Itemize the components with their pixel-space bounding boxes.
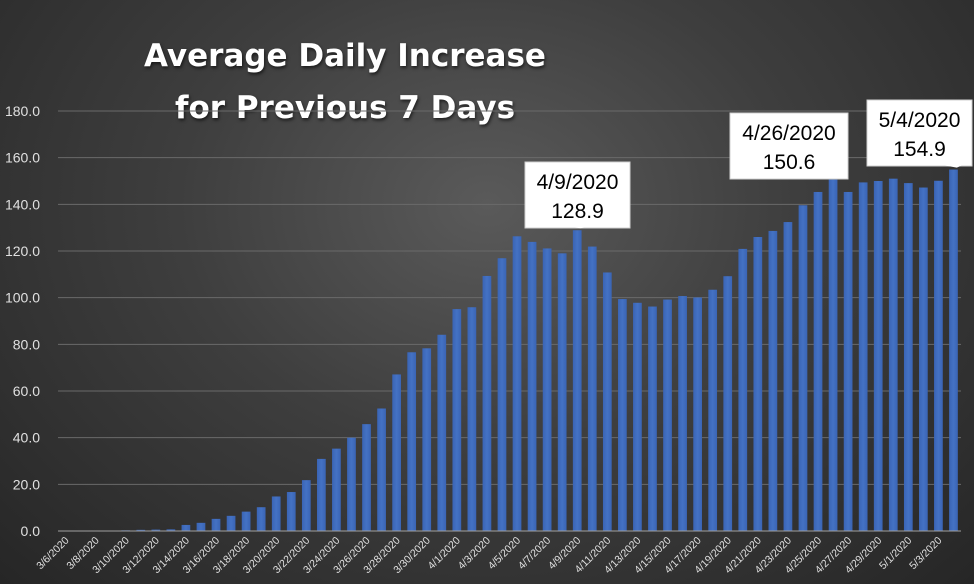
- bar: [301, 480, 311, 531]
- bar: [467, 307, 477, 531]
- callout-pointer: [942, 165, 963, 168]
- bar: [271, 496, 281, 531]
- y-tick-label: 180.0: [5, 103, 40, 119]
- bar: [873, 181, 883, 531]
- bar: [602, 272, 612, 531]
- bar: [497, 258, 507, 531]
- bar: [422, 348, 432, 531]
- chart-title: Average Daily Increase for Previous 7 Da…: [110, 30, 580, 134]
- y-tick-label: 160.0: [5, 150, 40, 166]
- bar: [678, 296, 687, 531]
- bar: [226, 515, 236, 531]
- callout-box: [729, 112, 849, 180]
- callout-box: [866, 99, 973, 167]
- callout-value: 150.6: [763, 151, 816, 174]
- x-tick-label: 5/3/2020: [907, 535, 944, 572]
- callout-box: [524, 161, 631, 229]
- bar: [723, 276, 733, 531]
- bar: [196, 522, 206, 531]
- bar: [572, 230, 582, 531]
- bar: [858, 182, 868, 531]
- bar: [843, 191, 853, 531]
- callout: 4/9/2020 128.9: [524, 161, 631, 229]
- bar: [347, 437, 356, 531]
- bar: [648, 306, 657, 531]
- bar: [828, 179, 838, 531]
- bar: [738, 248, 748, 531]
- bar: [903, 183, 913, 531]
- callout-date: 4/26/2020: [742, 122, 835, 145]
- y-tick-label: 100.0: [5, 290, 40, 306]
- bar: [813, 191, 823, 531]
- bar: [377, 408, 386, 531]
- data-callouts: 4/9/2020 128.9 4/26/2020 150.6 5/4/2020 154.9: [524, 99, 973, 229]
- bar: [392, 374, 401, 531]
- bar: [633, 302, 642, 531]
- y-tick-label: 120.0: [5, 243, 40, 259]
- bar: [317, 458, 326, 531]
- bar: [332, 448, 341, 531]
- bar: [362, 424, 371, 531]
- bar: [256, 507, 266, 531]
- bar: [286, 492, 296, 531]
- y-tick-label: 60.0: [13, 383, 40, 399]
- bar: [587, 246, 597, 532]
- callout-pointer: [570, 227, 587, 229]
- chart-title-line-1: Average Daily Increase: [144, 38, 546, 74]
- bar: [798, 205, 808, 531]
- bar: [211, 518, 221, 531]
- bar: [241, 511, 251, 531]
- y-axis-labels: 0.0 20.0 40.0 60.0 80.0 100.0 120.0 140.0 160.0 1…: [5, 103, 40, 539]
- bar: [542, 248, 552, 531]
- bar: [151, 529, 161, 531]
- chart-title-line-2: for Previous 7 Days: [174, 90, 516, 126]
- bar: [888, 178, 898, 531]
- y-tick-label: 80.0: [13, 336, 40, 352]
- bars: [121, 169, 958, 532]
- bar: [708, 289, 718, 531]
- bar: [181, 524, 191, 531]
- y-tick-label: 140.0: [5, 196, 40, 212]
- bar: [452, 309, 462, 531]
- callout-value: 154.9: [893, 138, 946, 161]
- bar: [949, 169, 958, 532]
- y-tick-label: 40.0: [13, 430, 40, 446]
- callout-date: 4/9/2020: [537, 171, 619, 194]
- bar: [407, 352, 417, 531]
- y-tick-label: 20.0: [13, 476, 40, 492]
- bar: [768, 230, 778, 531]
- bar: [136, 529, 146, 531]
- bar: [482, 275, 492, 531]
- bar: [166, 529, 176, 531]
- x-axis-labels: 3/6/20203/8/20203/10/20203/12/20203/14/2…: [34, 535, 944, 577]
- bar: [557, 253, 567, 532]
- bar: [437, 334, 447, 531]
- bar: [753, 237, 763, 531]
- bar: [663, 299, 672, 531]
- y-tick-label: 0.0: [21, 523, 41, 539]
- bar: [693, 297, 702, 531]
- callout: 5/4/2020 154.9: [866, 99, 973, 168]
- bar: [527, 241, 537, 531]
- callout-date: 5/4/2020: [879, 109, 961, 132]
- bar: [934, 180, 943, 531]
- bar: [512, 236, 522, 532]
- bar: [618, 299, 627, 531]
- bar: [783, 222, 793, 532]
- callout: 4/26/2020 150.6: [729, 112, 849, 180]
- bar: [919, 187, 928, 532]
- callout-value: 128.9: [551, 200, 604, 223]
